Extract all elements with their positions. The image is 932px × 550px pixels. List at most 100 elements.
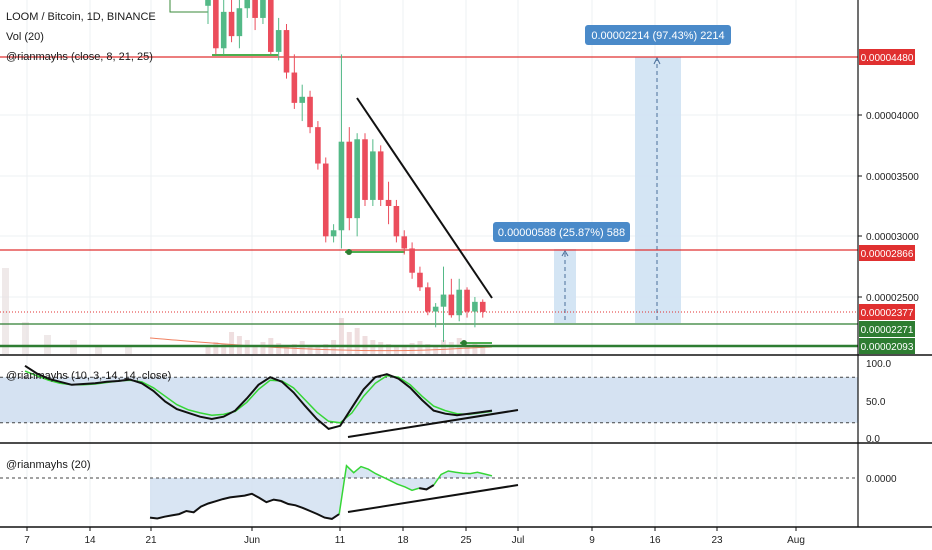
volume-bar-18 — [346, 332, 352, 354]
old-volume-bar-0 — [2, 268, 9, 354]
price-badge-bg-1 — [859, 245, 915, 261]
price-badge-4: 0.00002093 — [861, 342, 914, 353]
time-tick-label-3: Jun — [244, 535, 260, 546]
volume-bar-12 — [299, 341, 305, 354]
candle-body-8 — [268, 0, 274, 52]
symbol-title: LOOM / Bitcoin, 1D, BINANCE — [6, 11, 156, 23]
measure-box-1 — [554, 249, 576, 323]
candle-body-31 — [448, 294, 455, 316]
price-badge-3: 0.00002271 — [861, 325, 914, 336]
candle-body-17 — [338, 141, 345, 231]
momentum-line-c — [419, 484, 435, 491]
volume-bar-23 — [386, 344, 392, 354]
volume-bar-25 — [401, 346, 407, 354]
momentum-line-a — [149, 492, 340, 520]
volume-bar-6 — [252, 345, 258, 354]
price-tick-label-3: 0.00002500 — [866, 293, 919, 304]
time-tick-label-10: 23 — [711, 535, 723, 546]
volume-bar-17 — [338, 318, 344, 354]
volume-bar-28 — [425, 344, 431, 354]
downtrend-line[interactable] — [356, 97, 493, 299]
candle-body-18 — [346, 141, 353, 219]
measure-label-bg-0 — [493, 222, 630, 242]
osc-tick-label-2: 0.0 — [866, 434, 880, 445]
time-tick-label-0: 7 — [24, 535, 30, 546]
volume-bar-27 — [417, 341, 423, 354]
volume-bar-0 — [205, 346, 211, 354]
measure-label-bg-1 — [585, 25, 731, 45]
time-tick-label-6: 25 — [460, 535, 472, 546]
momentum-tick-label-0: 0.0000 — [866, 474, 897, 485]
volume-bar-9 — [276, 343, 282, 354]
old-volume-bar-5 — [125, 346, 132, 354]
volume-bar-3 — [229, 332, 235, 354]
price-badge-bg-4 — [859, 338, 915, 354]
old-level-marker — [169, 0, 208, 13]
candle-body-12 — [299, 96, 305, 103]
candle-body-1 — [213, 0, 219, 49]
candle-body-34 — [472, 301, 478, 312]
old-volume-bar-1 — [22, 322, 29, 354]
time-tick-label-11: Aug — [787, 535, 805, 546]
volume-bar-15 — [323, 344, 329, 354]
candle-body-22 — [377, 151, 384, 200]
momentum-divergence-line — [347, 484, 519, 513]
time-tick-label-2: 21 — [145, 535, 157, 546]
ema-line — [149, 337, 493, 352]
old-volume-bar-4 — [95, 345, 102, 354]
price-tick-label-2: 0.00003000 — [866, 232, 919, 243]
volume-bar-13 — [307, 345, 313, 354]
volume-bar-34 — [472, 343, 478, 354]
volume-bar-31 — [448, 342, 454, 354]
time-tick-label-5: 18 — [397, 535, 409, 546]
price-tick-label-1: 0.00003500 — [866, 172, 919, 183]
candle-body-0 — [205, 0, 211, 6]
candle-body-21 — [370, 151, 376, 200]
osc-divergence-line — [347, 409, 519, 438]
candle-body-11 — [291, 72, 298, 103]
candle-body-20 — [362, 139, 368, 200]
oscillator-pane — [0, 354, 932, 444]
candlesticks — [205, 0, 486, 342]
candle-body-9 — [275, 30, 282, 52]
oscillator-label: @rianmayhs (10, 3, 14, 14, close) — [6, 370, 172, 382]
time-tick-label-1: 14 — [84, 535, 96, 546]
candle-body-7 — [260, 0, 266, 18]
measure-label-0: 0.00000588 (25.87%) 588 — [498, 227, 625, 239]
measure-label-1: 0.00002214 (97.43%) 2214 — [591, 30, 724, 42]
volume-bar-14 — [315, 347, 321, 354]
candle-body-28 — [425, 287, 431, 312]
measurement-tools[interactable]: 0.00000588 (25.87%) 588 0.00002214 (97.43… — [493, 25, 731, 323]
candle-body-16 — [330, 230, 337, 237]
volume-bar-7 — [260, 342, 266, 354]
price-badge-0: 0.00004480 — [861, 53, 914, 64]
candle-body-5 — [244, 0, 251, 9]
osc-tick-label-1: 50.0 — [866, 397, 886, 408]
price-tick-label-0: 0.00004000 — [866, 111, 919, 122]
candle-body-33 — [464, 289, 470, 312]
volume-bar-1 — [213, 342, 219, 354]
candle-body-24 — [393, 206, 400, 237]
candle-body-23 — [385, 199, 392, 206]
candle-body-14 — [315, 127, 321, 164]
support-dot-2 — [461, 340, 467, 346]
volume-bar-22 — [378, 342, 384, 354]
time-tick-label-7: Jul — [512, 535, 525, 546]
measure-box-2 — [635, 57, 681, 323]
candle-body-4 — [236, 8, 243, 37]
candle-body-2 — [220, 11, 227, 49]
candle-body-27 — [417, 272, 423, 288]
price-levels[interactable] — [0, 0, 858, 348]
old-volume-bar-2 — [44, 335, 51, 354]
price-badge-2: 0.00002377 — [861, 308, 914, 319]
price-badge-bg-3 — [859, 321, 915, 337]
time-tick-label-8: 9 — [589, 535, 595, 546]
measure-arrowhead-2 — [653, 56, 661, 65]
candle-body-13 — [307, 96, 313, 128]
momentum-line-b — [338, 464, 420, 515]
osc-tick-label-0: 100.0 — [866, 359, 891, 370]
axes: 0.00004000 0.00003500 0.00003000 0.00002500… — [24, 0, 919, 546]
volume-bar-2 — [221, 344, 227, 354]
candle-body-32 — [456, 289, 462, 316]
